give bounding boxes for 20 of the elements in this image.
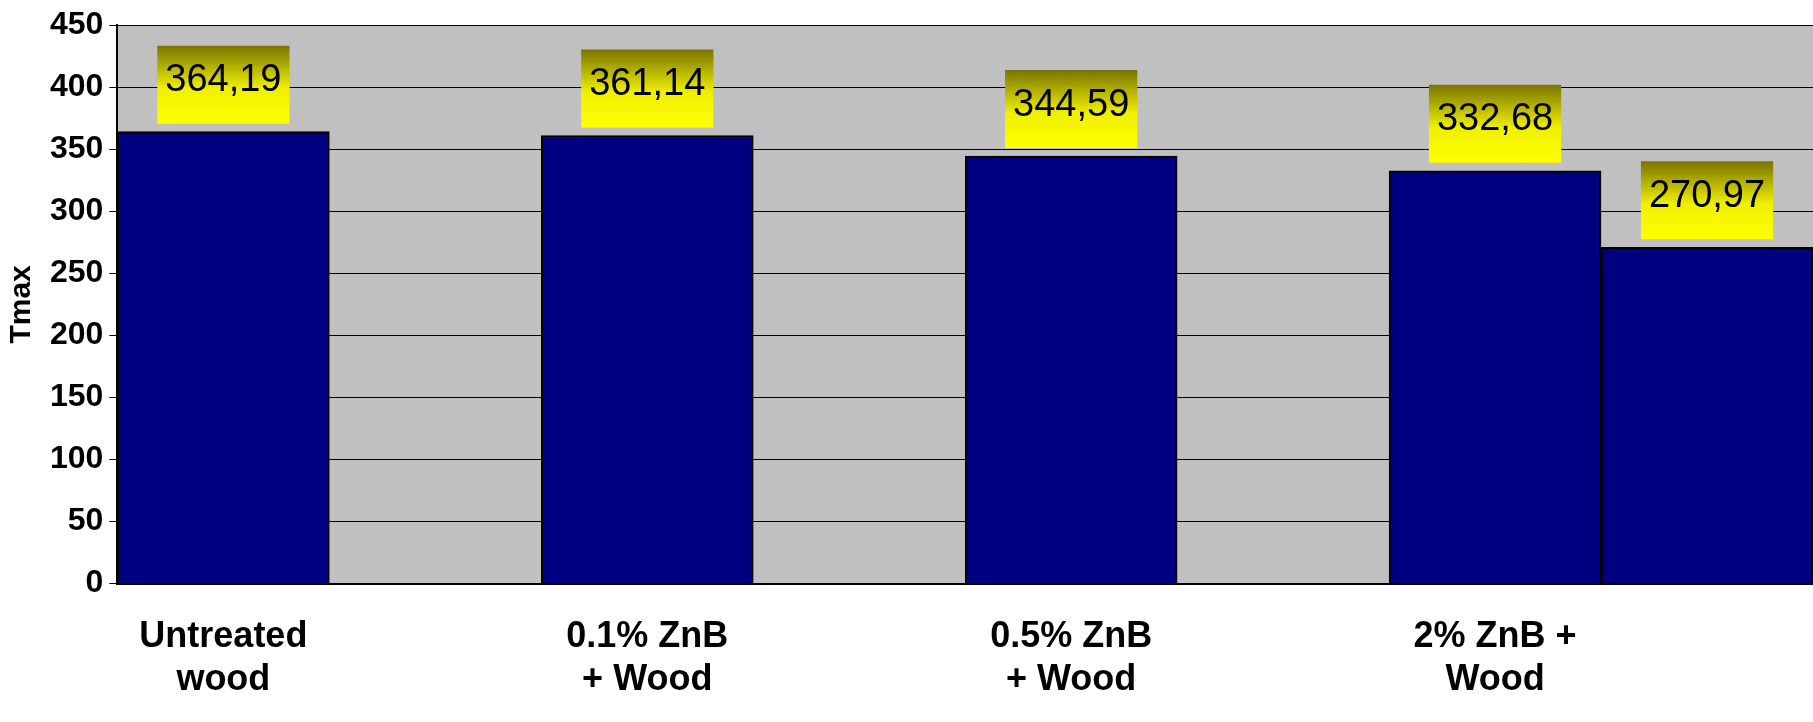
y-tick-label: 250 <box>50 253 104 290</box>
x-tick-label: Untreated wood <box>139 614 308 699</box>
y-tick-label: 350 <box>50 129 104 166</box>
y-tick-label: 450 <box>50 5 104 42</box>
data-label: 364,19 <box>165 57 282 100</box>
x-tick-label: 0.5% ZnB + Wood <box>990 614 1153 699</box>
y-tick-label: 50 <box>67 501 104 538</box>
x-tick-label: 0.1% ZnB + Wood <box>566 614 729 699</box>
y-tick-label: 0 <box>85 563 104 600</box>
x-tick-label: 2% ZnB + Wood <box>1413 614 1577 699</box>
data-label: 344,59 <box>1013 81 1130 124</box>
y-tick-label: 100 <box>50 439 104 476</box>
y-tick-label: 400 <box>50 67 104 104</box>
data-label: 270,97 <box>1648 172 1766 215</box>
y-tick-label: 200 <box>50 315 104 352</box>
y-axis-title: Tmax <box>3 264 37 344</box>
y-tick-label: 150 <box>50 377 104 414</box>
data-label: 332,68 <box>1436 96 1554 139</box>
y-tick-label: 300 <box>50 191 104 228</box>
data-label: 361,14 <box>589 61 706 104</box>
